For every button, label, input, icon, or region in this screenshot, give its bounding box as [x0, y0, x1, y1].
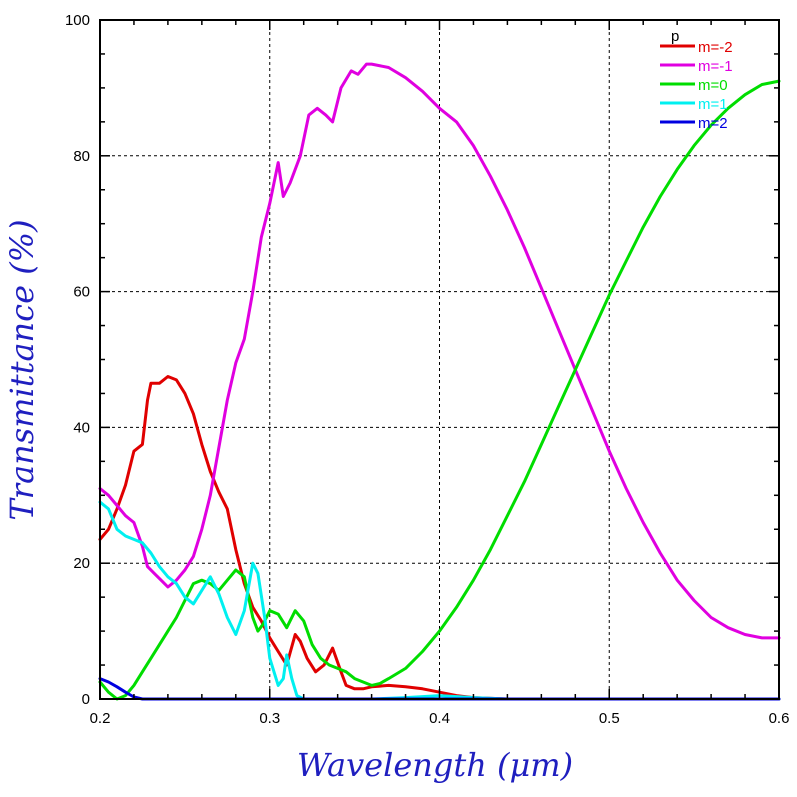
y-tick-label: 40	[73, 419, 90, 436]
y-axis-title: Transmittance (%)	[3, 219, 41, 520]
legend-title: p	[671, 28, 679, 45]
legend-label-m=1: m=1	[698, 96, 728, 113]
x-tick-label: 0.4	[429, 710, 450, 727]
x-axis-title: Wavelength (μm)	[297, 746, 573, 784]
y-tick-label: 0	[82, 691, 90, 708]
legend-label-m=-2: m=-2	[698, 39, 733, 56]
y-tick-label: 20	[73, 555, 90, 572]
x-tick-label: 0.5	[599, 710, 620, 727]
legend-label-m=-1: m=-1	[698, 58, 733, 75]
legend: p m=-2 m=-1 m=0 m=1 m=2	[660, 28, 733, 132]
legend-label-m=2: m=2	[698, 115, 728, 132]
x-tick-label: 0.6	[769, 710, 790, 727]
y-tick-label: 100	[65, 12, 90, 29]
axis-ticks	[99, 19, 780, 700]
legend-label-m=0: m=0	[698, 77, 728, 94]
tick-labels: 0.2 0.3 0.4 0.5 0.6 0 20 40 60 80 100	[65, 12, 789, 727]
series-line-m=-2	[98, 375, 781, 701]
x-tick-label: 0.3	[259, 710, 280, 727]
y-tick-label: 60	[73, 284, 90, 301]
series-line-m=0	[98, 79, 781, 701]
y-tick-label: 80	[73, 148, 90, 165]
x-tick-label: 0.2	[90, 710, 111, 727]
